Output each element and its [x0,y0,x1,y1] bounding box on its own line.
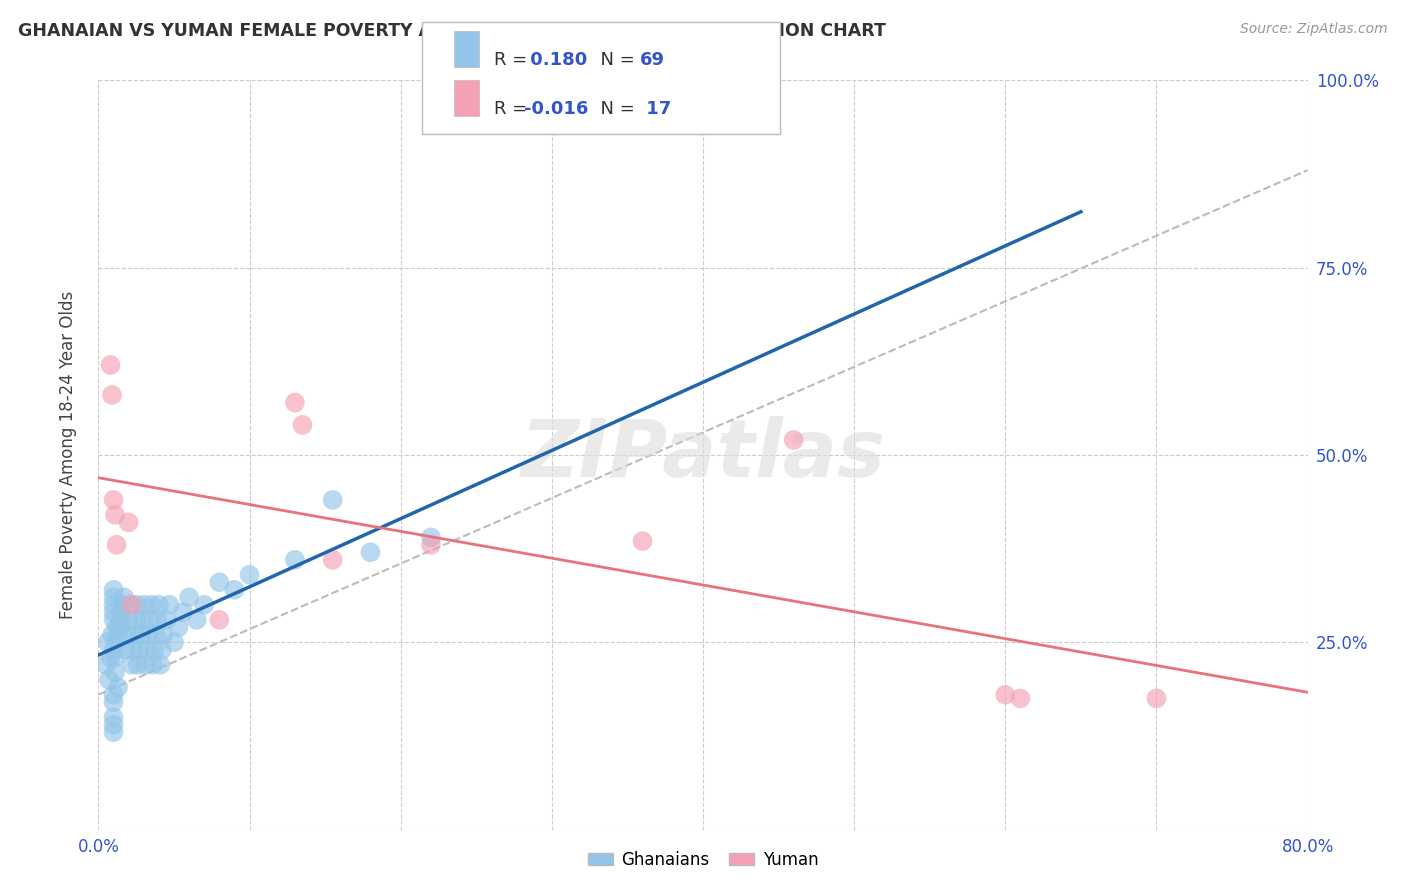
Y-axis label: Female Poverty Among 18-24 Year Olds: Female Poverty Among 18-24 Year Olds [59,291,77,619]
Point [103,710,125,724]
Point [118,516,141,530]
Point [142,657,165,672]
Point [107,628,129,642]
Point [134,657,156,672]
Point [103,717,125,731]
Point [179,591,201,605]
Text: -0.016: -0.016 [524,100,589,118]
Point [208,575,231,590]
Point [124,628,146,642]
Point [110,605,132,619]
Point [121,598,143,612]
Point [121,657,143,672]
Text: 0.180: 0.180 [524,51,588,69]
Point [108,620,131,634]
Point [104,508,127,522]
Point [101,388,124,402]
Point [96,635,118,649]
Point [135,642,157,657]
Text: R =: R = [494,100,533,118]
Point [115,628,138,642]
Point [103,598,125,612]
Point [104,665,127,680]
Point [132,598,155,612]
Text: R =: R = [494,51,533,69]
Point [103,725,125,739]
Point [127,657,149,672]
Text: 69: 69 [640,51,665,69]
Point [152,628,174,642]
Point [149,657,172,672]
Point [103,613,125,627]
Point [129,628,152,642]
Point [163,635,186,649]
Point [103,582,125,597]
Point [100,358,122,372]
Point [783,433,806,447]
Point [186,613,208,627]
Text: N =: N = [589,100,641,118]
Point [284,395,307,409]
Point [94,657,117,672]
Text: 17: 17 [640,100,671,118]
Point [141,598,163,612]
Text: ZIPatlas: ZIPatlas [520,416,886,494]
Point [131,613,153,627]
Point [139,613,162,627]
Point [1010,691,1032,706]
Point [193,598,215,612]
Point [103,642,125,657]
Point [101,628,124,642]
Point [322,492,344,507]
Point [98,673,121,687]
Point [145,628,167,642]
Point [167,620,190,634]
Point [114,642,136,657]
Point [128,642,150,657]
Point [322,553,344,567]
Point [1144,691,1167,706]
Point [208,613,231,627]
Text: GHANAIAN VS YUMAN FEMALE POVERTY AMONG 18-24 YEAR OLDS CORRELATION CHART: GHANAIAN VS YUMAN FEMALE POVERTY AMONG 1… [18,22,886,40]
Point [148,598,170,612]
Point [631,534,654,549]
Point [172,605,194,619]
Point [103,492,125,507]
Point [420,530,443,544]
Point [994,688,1017,702]
Legend: Ghanaians, Yuman: Ghanaians, Yuman [581,844,825,875]
Point [420,538,443,552]
Point [125,598,148,612]
Point [120,598,142,612]
Point [239,567,262,582]
Point [125,613,148,627]
Point [360,545,382,559]
Point [291,417,314,432]
Point [150,642,173,657]
Point [111,598,134,612]
Point [105,538,128,552]
Point [103,688,125,702]
Point [136,628,159,642]
Point [105,635,128,649]
Point [284,553,307,567]
Point [122,642,145,657]
Point [105,620,128,634]
Point [143,642,166,657]
Point [103,695,125,709]
Point [100,650,122,665]
Point [110,613,132,627]
Point [107,680,129,694]
Point [118,613,141,627]
Point [146,613,169,627]
Point [104,650,127,665]
Text: Source: ZipAtlas.com: Source: ZipAtlas.com [1240,22,1388,37]
Text: N =: N = [589,51,641,69]
Point [112,591,135,605]
Point [155,613,177,627]
Point [224,582,246,597]
Point [159,598,181,612]
Point [103,591,125,605]
Point [103,605,125,619]
